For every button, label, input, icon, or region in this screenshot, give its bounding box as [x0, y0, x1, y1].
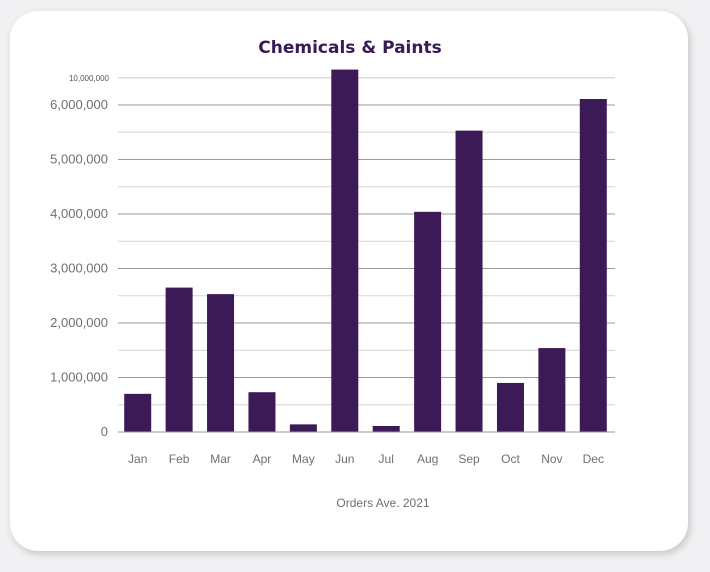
y-tick-label: 3,000,000: [50, 261, 108, 276]
y-tick-label: 2,000,000: [50, 315, 108, 330]
x-tick-label-mar: Mar: [210, 452, 231, 466]
bar-apr: [248, 392, 276, 432]
y-tick-label: 1,000,000: [50, 370, 108, 385]
x-tick-label-sep: Sep: [458, 452, 480, 466]
x-axis-tick-labels: Jan Feb Mar Apr May Jun Jul Aug Sep Oct Nov Dec: [128, 452, 604, 466]
bar-jan: [124, 393, 152, 432]
bar-nov: [538, 348, 566, 432]
x-tick-label-aug: Aug: [417, 452, 438, 466]
bar-mar: [207, 294, 235, 432]
y-tick-label: 4,000,000: [50, 206, 108, 221]
y-axis-tick-labels: 0 1,000,000 2,000,000 3,000,000 4,000,000 5,0…: [50, 74, 109, 439]
bar-dec: [579, 99, 607, 432]
y-top-tick-label: 10,000,000: [69, 74, 110, 83]
bar-may: [289, 424, 317, 432]
bar-jul: [372, 426, 400, 432]
x-tick-label-jul: Jul: [379, 452, 394, 466]
bar-sep: [455, 130, 483, 433]
x-tick-label-oct: Oct: [501, 452, 520, 466]
x-tick-label-nov: Nov: [541, 452, 562, 466]
bar-aug: [414, 211, 442, 432]
bar-oct: [496, 382, 524, 432]
x-axis-label: Orders Ave. 2021: [336, 496, 429, 510]
chart-title: Chemicals & Paints: [258, 38, 441, 58]
y-tick-label: 0: [101, 424, 108, 439]
x-tick-label-dec: Dec: [583, 452, 604, 466]
y-tick-label: 5,000,000: [50, 152, 108, 167]
gridlines: [118, 77, 615, 406]
x-tick-label-feb: Feb: [169, 452, 190, 466]
bar-jun: [331, 69, 359, 432]
x-tick-label-may: May: [292, 452, 315, 466]
x-tick-label-jun: Jun: [335, 452, 354, 466]
x-tick-label-jan: Jan: [128, 452, 147, 466]
x-tick-label-apr: Apr: [253, 452, 272, 466]
bars: [124, 69, 607, 433]
y-tick-label: 6,000,000: [50, 97, 108, 112]
bar-feb: [165, 287, 193, 432]
